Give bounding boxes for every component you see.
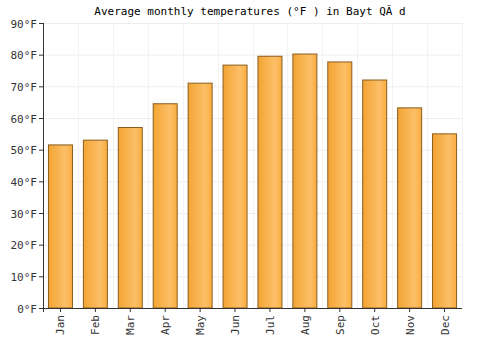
- x-tick-label: Jul: [264, 315, 277, 335]
- bar: [153, 104, 177, 308]
- x-tick-label: Nov: [404, 315, 417, 335]
- v-grid-line: [78, 23, 79, 308]
- grid-line: [43, 23, 462, 24]
- x-tick: [269, 308, 270, 312]
- v-grid-line: [148, 23, 149, 308]
- v-grid-line: [322, 23, 323, 308]
- bar: [83, 140, 107, 308]
- bar: [433, 134, 457, 308]
- x-tick: [235, 308, 236, 312]
- title: Average monthly temperatures (°F ) in Ba…: [94, 5, 405, 18]
- y-tick: [39, 86, 43, 87]
- y-tick-label: 40°F: [11, 176, 38, 189]
- v-grid-line: [357, 23, 358, 308]
- x-tick: [304, 308, 305, 312]
- x-tick: [60, 308, 61, 312]
- y-tick-label: 50°F: [11, 144, 38, 157]
- x-tick-label: Dec: [439, 315, 452, 335]
- x-tick: [374, 308, 375, 312]
- y-tick-label: 10°F: [11, 271, 38, 284]
- x-tick-label: Jun: [229, 315, 242, 335]
- bar: [398, 108, 422, 308]
- x-axis: [43, 308, 462, 309]
- y-tick: [39, 55, 43, 56]
- bar: [188, 83, 212, 308]
- y-tick-label: 60°F: [11, 113, 38, 126]
- v-grid-line: [392, 23, 393, 308]
- bar: [48, 145, 72, 308]
- x-tick-label: Feb: [89, 315, 102, 335]
- bar: [118, 128, 142, 309]
- bar: [293, 54, 317, 308]
- grid-line: [43, 308, 462, 309]
- y-tick: [39, 150, 43, 151]
- y-tick: [39, 23, 43, 24]
- y-tick: [39, 245, 43, 246]
- bar: [328, 62, 352, 308]
- y-tick: [39, 276, 43, 277]
- chart-svg: Average monthly temperatures (°F ) in Ba…: [0, 0, 500, 350]
- v-grid-line: [113, 23, 114, 308]
- x-tick: [409, 308, 410, 312]
- v-grid-line: [183, 23, 184, 308]
- x-tick-label: Oct: [369, 315, 382, 335]
- v-grid-line: [287, 23, 288, 308]
- x-tick: [200, 308, 201, 312]
- y-tick: [39, 213, 43, 214]
- grid-line: [43, 86, 462, 87]
- x-tick: [444, 308, 445, 312]
- x-tick-label: Sep: [334, 315, 347, 335]
- y-tick-label: 20°F: [11, 239, 38, 252]
- y-tick-label: 0°F: [17, 303, 37, 316]
- y-tick-label: 30°F: [11, 208, 38, 221]
- x-tick: [130, 308, 131, 312]
- x-tick-label: Mar: [124, 315, 137, 335]
- x-tick-label: Apr: [159, 315, 172, 335]
- bars: [48, 54, 456, 308]
- x-tick: [339, 308, 340, 312]
- v-grid-line: [427, 23, 428, 308]
- y-tick: [39, 308, 43, 309]
- v-grid-line: [218, 23, 219, 308]
- y-tick-label: 80°F: [11, 49, 38, 62]
- y-tick: [39, 181, 43, 182]
- x-tick: [165, 308, 166, 312]
- x-tick: [95, 308, 96, 312]
- bar: [223, 65, 247, 308]
- x-tick-label: Aug: [299, 315, 312, 335]
- y-axis: [43, 23, 44, 312]
- v-grid-line: [462, 23, 463, 308]
- grid-line: [43, 55, 462, 56]
- v-grid-line: [253, 23, 254, 308]
- y-tick-label: 70°F: [11, 81, 38, 94]
- bar: [363, 80, 387, 308]
- y-tick-label: 90°F: [11, 18, 38, 31]
- y-tick: [39, 118, 43, 119]
- x-tick-label: May: [194, 315, 207, 335]
- bar: [258, 56, 282, 308]
- x-tick-label: Jan: [54, 315, 67, 335]
